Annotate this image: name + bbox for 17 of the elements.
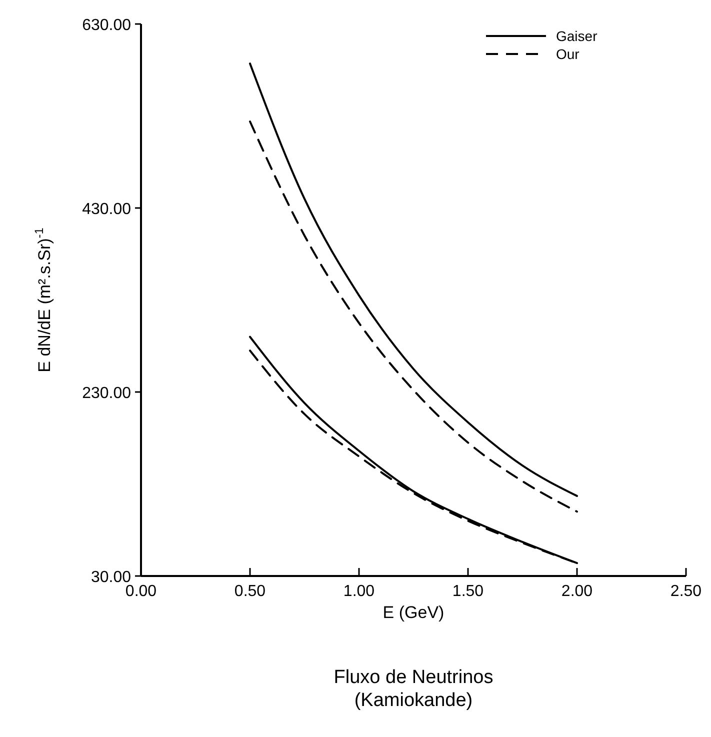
- y-tick-label: 630.00: [82, 17, 132, 34]
- y-tick-label: 430.00: [82, 201, 132, 218]
- x-tick-label: 0.00: [125, 583, 157, 600]
- legend-label: Gaiser: [556, 28, 598, 44]
- text: (Kamiokande): [354, 690, 473, 711]
- y-tick-label: 230.00: [82, 385, 132, 402]
- x-tick-label: 1.00: [343, 583, 375, 600]
- y-tick-label: 30.00: [90, 569, 132, 586]
- x-axis-title: E (GeV): [382, 603, 444, 622]
- x-tick-label: 2.00: [561, 583, 593, 600]
- x-tick-label: 2.50: [670, 583, 702, 600]
- line-series: [249, 120, 578, 513]
- legend-label: Our: [556, 46, 580, 62]
- x-tick-label: 1.50: [452, 583, 484, 600]
- text: Fluxo de Neutrinos: [334, 667, 494, 688]
- x-tick-label: 0.50: [234, 583, 266, 600]
- line-series: [249, 62, 578, 497]
